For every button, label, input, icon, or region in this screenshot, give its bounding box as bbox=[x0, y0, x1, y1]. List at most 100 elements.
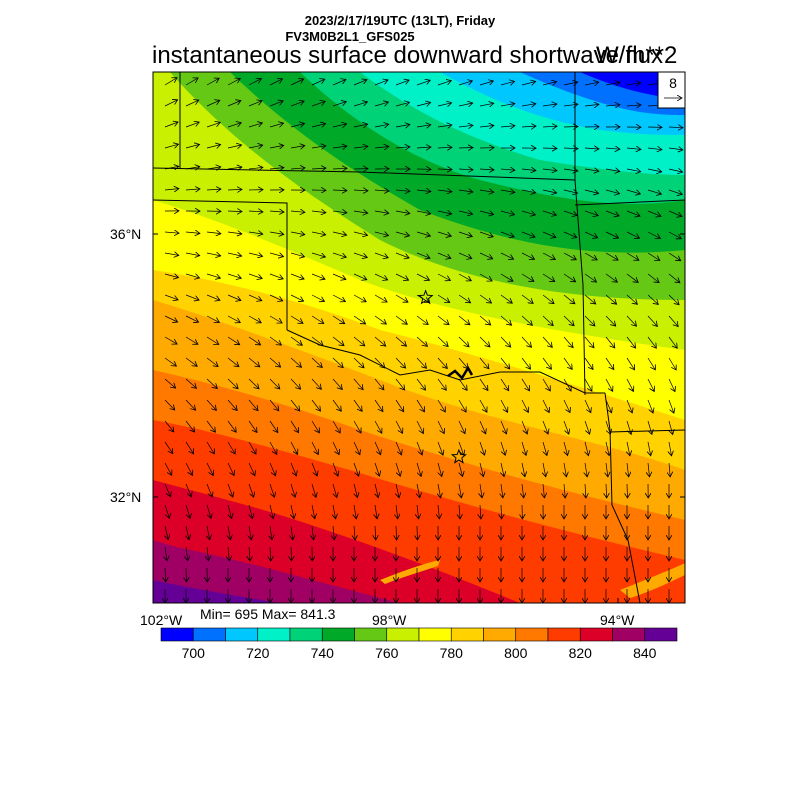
wind-vector bbox=[311, 252, 325, 257]
wind-vector bbox=[290, 336, 302, 345]
wind-vector bbox=[165, 546, 167, 561]
colorbar-swatch bbox=[450, 627, 484, 642]
colorbar-swatch bbox=[612, 627, 646, 642]
wind-vector bbox=[206, 273, 220, 278]
wind-vector bbox=[249, 504, 253, 519]
wind-vector bbox=[332, 168, 347, 169]
wind-vector bbox=[479, 252, 493, 259]
wind-vectors bbox=[165, 78, 683, 603]
wind-vector bbox=[290, 79, 304, 86]
wind-vector bbox=[438, 462, 442, 477]
wind-vector bbox=[374, 190, 389, 191]
colorbar-tick-label: 720 bbox=[246, 645, 270, 661]
wind-vector bbox=[479, 190, 494, 192]
wind-vector bbox=[270, 525, 272, 540]
wind-vector bbox=[521, 420, 527, 434]
wind-vector bbox=[185, 504, 190, 518]
wind-vector bbox=[500, 315, 512, 325]
wind-vector bbox=[542, 336, 552, 347]
wind-vector bbox=[416, 399, 425, 412]
wind-vector bbox=[185, 122, 199, 128]
wind-vector bbox=[437, 420, 444, 434]
wind-vector bbox=[269, 378, 280, 389]
wind-vector bbox=[248, 294, 262, 301]
wind-vector bbox=[458, 81, 472, 86]
lon-label-98w: 98°W bbox=[372, 612, 407, 628]
wind-vector bbox=[626, 231, 640, 238]
wind-vector bbox=[269, 79, 283, 86]
wind-vector bbox=[458, 336, 469, 347]
wind-vector bbox=[480, 462, 483, 477]
wind-vector bbox=[458, 378, 467, 390]
wind-vector bbox=[248, 145, 263, 148]
wind-vector bbox=[206, 145, 221, 148]
wind-vector bbox=[207, 546, 209, 561]
wind-vector bbox=[395, 315, 407, 324]
wind-vector bbox=[164, 441, 173, 454]
wind-vector bbox=[353, 124, 368, 127]
wind-vector bbox=[668, 252, 681, 261]
wind-vector bbox=[458, 252, 472, 259]
wind-vector bbox=[669, 462, 670, 477]
wind-vector bbox=[248, 378, 259, 389]
colorbar-tick-label: 780 bbox=[439, 645, 463, 661]
lake-outline bbox=[447, 365, 474, 381]
wind-vector bbox=[353, 146, 368, 148]
wind-vector bbox=[626, 105, 641, 106]
wind-vector bbox=[479, 315, 491, 325]
wind-vector bbox=[374, 462, 380, 476]
wind-vector bbox=[522, 462, 525, 477]
wind-vector bbox=[626, 148, 641, 149]
wind-vector bbox=[563, 336, 573, 348]
lon-label-102w: 102°W bbox=[140, 612, 183, 628]
wind-vector bbox=[417, 483, 420, 498]
map-frame bbox=[152, 71, 686, 604]
colorbar-swatch bbox=[644, 627, 678, 642]
wind-vector bbox=[605, 336, 615, 348]
wind-vector bbox=[227, 399, 237, 411]
wind-vector bbox=[647, 169, 662, 172]
colorbar-swatch bbox=[483, 627, 517, 642]
wind-vector bbox=[563, 231, 577, 238]
wind-vector bbox=[458, 103, 473, 106]
wind-vector bbox=[605, 190, 620, 194]
wind-vector bbox=[521, 126, 536, 127]
wind-vector bbox=[563, 252, 576, 260]
wind-vector bbox=[291, 546, 292, 561]
colorbar-swatch bbox=[321, 627, 355, 642]
colorbar-swatch bbox=[289, 627, 323, 642]
wind-vector bbox=[500, 357, 510, 369]
wind-vector bbox=[668, 210, 682, 217]
wind-vector bbox=[311, 294, 325, 301]
wind-vector bbox=[647, 273, 659, 283]
wind-vector bbox=[500, 81, 515, 85]
wind-vector bbox=[584, 148, 599, 149]
wind-vector bbox=[416, 273, 430, 280]
colorbar-swatch bbox=[225, 627, 259, 642]
wind-vector bbox=[416, 231, 430, 236]
wind-vector bbox=[585, 441, 588, 456]
wind-vector bbox=[374, 357, 385, 368]
wind-vector bbox=[227, 441, 235, 454]
wind-vector bbox=[269, 483, 275, 497]
wind-vector bbox=[521, 399, 528, 412]
wind-vector bbox=[479, 336, 490, 347]
wind-vector bbox=[626, 420, 631, 434]
wind-vector bbox=[437, 211, 452, 214]
wind-vector bbox=[206, 462, 213, 476]
wind-vector bbox=[227, 145, 242, 148]
wind-vector bbox=[311, 378, 321, 389]
wind-vector bbox=[563, 294, 575, 304]
wind-vector bbox=[269, 357, 281, 367]
wind-vector bbox=[374, 441, 381, 455]
wind-vector bbox=[249, 546, 250, 561]
wind-vector bbox=[164, 232, 179, 233]
wind-vector bbox=[185, 78, 198, 86]
wind-vector bbox=[332, 336, 344, 346]
wind-vector bbox=[374, 378, 384, 390]
wind-vector bbox=[542, 357, 551, 369]
wind-vector bbox=[584, 190, 599, 193]
wind-vector bbox=[605, 210, 619, 216]
wind-vector bbox=[185, 420, 195, 432]
wind-vector bbox=[269, 168, 284, 169]
